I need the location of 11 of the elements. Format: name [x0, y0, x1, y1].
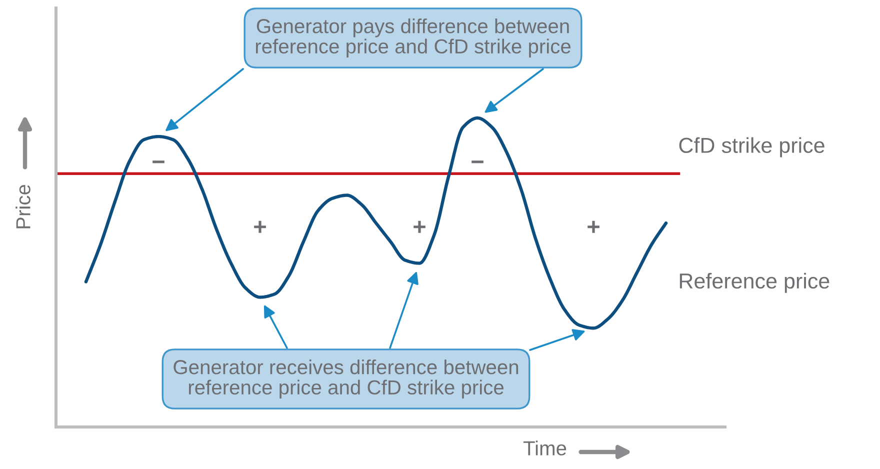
annotation: Generator receives difference between reference price and CfD strike price: [174, 359, 518, 399]
annotation: −: [472, 160, 484, 164]
annotation: −: [152, 160, 164, 164]
x-axis-title: Time: [523, 440, 566, 456]
annotation: +: [414, 220, 426, 233]
text: Generator pays difference between reference price and CfD strike price: [256, 18, 570, 58]
annotation: +: [254, 220, 266, 233]
annotation: +: [588, 220, 600, 233]
series-label: Reference price: [680, 272, 830, 293]
ref-line-label: CfD strike price: [679, 137, 824, 158]
y-axis-title: Price: [16, 184, 30, 228]
